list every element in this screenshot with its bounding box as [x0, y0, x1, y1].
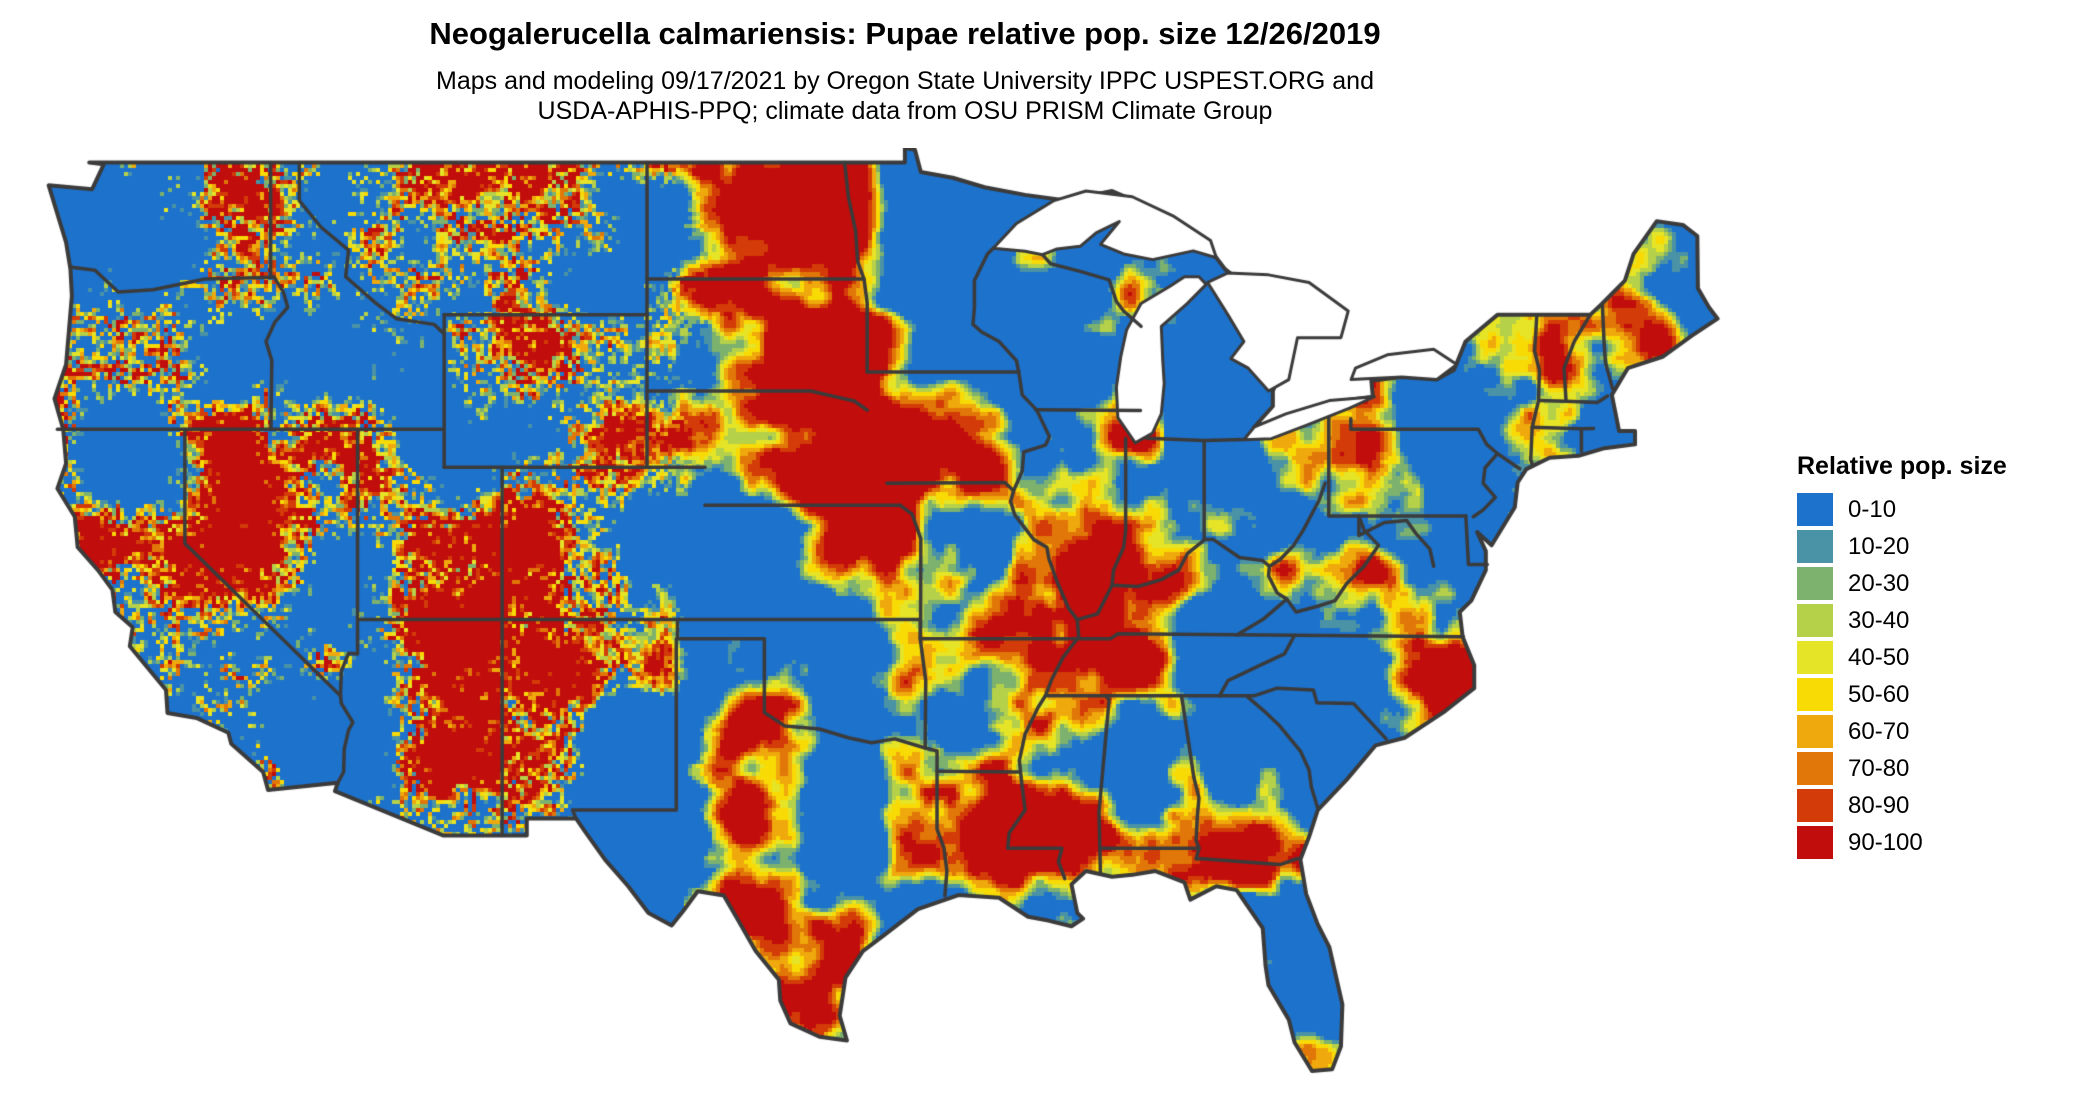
legend-swatch	[1797, 752, 1833, 785]
legend-row: 40-50	[1797, 641, 2087, 674]
legend-rows: 0-10 10-20 20-30 30-40 40-50 50-60 60-70 70-80 8…	[1797, 493, 2087, 859]
legend-label: 80-90	[1848, 791, 1910, 819]
legend-swatch	[1797, 493, 1833, 526]
us-raster-map	[40, 148, 1735, 1108]
legend-row: 60-70	[1797, 715, 2087, 748]
legend-label: 0-10	[1848, 495, 1897, 523]
legend-swatch	[1797, 604, 1833, 637]
legend-row: 80-90	[1797, 789, 2087, 822]
legend-swatch	[1797, 530, 1833, 563]
legend-swatch	[1797, 789, 1833, 822]
legend-row: 90-100	[1797, 826, 2087, 859]
legend-row: 30-40	[1797, 604, 2087, 637]
subtitle-line-1: Maps and modeling 09/17/2021 by Oregon S…	[436, 67, 1374, 95]
legend-label: 40-50	[1848, 643, 1910, 671]
legend-label: 20-30	[1848, 569, 1910, 597]
legend-row: 10-20	[1797, 530, 2087, 563]
legend-label: 60-70	[1848, 717, 1910, 745]
legend-swatch	[1797, 678, 1833, 711]
legend: Relative pop. size 0-10 10-20 20-30 30-40 40…	[1797, 452, 2087, 863]
page-title: Neogalerucella calmariensis: Pupae relat…	[429, 16, 1381, 51]
subtitle-line-2: USDA-APHIS-PPQ; climate data from OSU PR…	[537, 97, 1273, 125]
legend-label: 50-60	[1848, 680, 1910, 708]
legend-label: 10-20	[1848, 532, 1910, 560]
legend-label: 70-80	[1848, 754, 1910, 782]
legend-title: Relative pop. size	[1797, 452, 2007, 480]
legend-row: 70-80	[1797, 752, 2087, 785]
legend-swatch	[1797, 826, 1833, 859]
legend-row: 0-10	[1797, 493, 2087, 526]
title-block: Neogalerucella calmariensis: Pupae relat…	[0, 16, 1810, 126]
legend-row: 20-30	[1797, 567, 2087, 600]
legend-row: 50-60	[1797, 678, 2087, 711]
legend-swatch	[1797, 641, 1833, 674]
legend-swatch	[1797, 567, 1833, 600]
legend-swatch	[1797, 715, 1833, 748]
legend-label: 30-40	[1848, 606, 1910, 634]
legend-label: 90-100	[1848, 828, 1923, 856]
